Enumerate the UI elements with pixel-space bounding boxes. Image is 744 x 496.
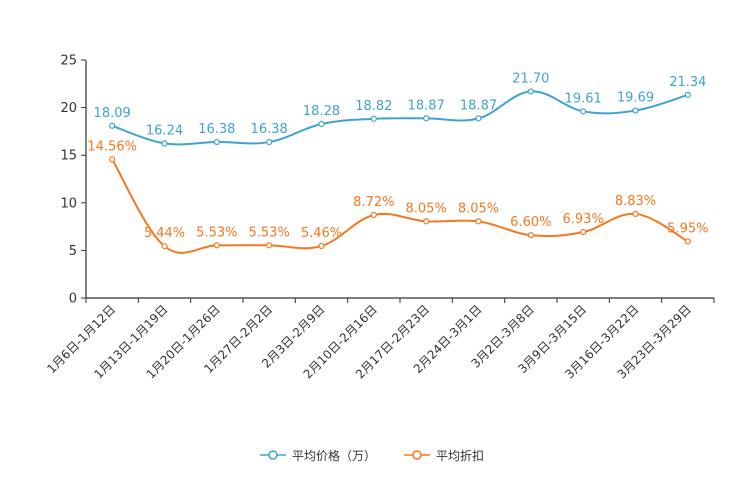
legend-label-price: 平均价格（万）	[291, 448, 376, 463]
data-point[interactable]	[213, 242, 220, 249]
series-line	[111, 90, 689, 146]
data-point[interactable]	[370, 115, 377, 122]
data-label: 8.05%	[458, 201, 499, 216]
data-label: 5.53%	[249, 225, 290, 240]
data-label: 8.83%	[615, 194, 656, 209]
data-point[interactable]	[475, 218, 482, 225]
data-point[interactable]	[109, 156, 116, 163]
y-tick-label: 5	[69, 244, 77, 259]
legend-line-circle-icon	[404, 450, 430, 460]
data-point[interactable]	[632, 210, 639, 218]
series-discount: 14.56% 5.44% 5.53% 5.53% 5.46% 8.72% 8.05% 8.05…	[87, 139, 708, 254]
data-label: 18.82	[355, 99, 392, 114]
data-point[interactable]	[370, 211, 377, 219]
data-label: 16.38	[251, 122, 288, 137]
data-point[interactable]	[684, 238, 691, 245]
legend-label-discount: 平均折扣	[436, 448, 485, 463]
data-label: 18.09	[94, 106, 131, 121]
y-tick-label: 10	[60, 196, 77, 211]
data-label: 21.70	[512, 71, 549, 86]
data-label: 6.93%	[563, 212, 604, 227]
y-tick-label: 25	[60, 54, 77, 69]
data-point[interactable]	[213, 138, 220, 146]
data-label: 6.60%	[510, 215, 551, 230]
series-price: 18.09 16.24 16.38 16.38 18.28 18.82 18.87 18.87…	[94, 71, 706, 147]
data-point[interactable]	[475, 115, 482, 122]
series-layer: 18.09 16.24 16.38 16.38 18.28 18.82 18.87 18.87…	[87, 71, 708, 254]
data-point[interactable]	[109, 122, 116, 129]
legend-line-circle-icon	[259, 450, 286, 460]
data-label: 14.56%	[87, 139, 137, 154]
data-label: 16.24	[146, 123, 183, 138]
y-tick-label: 20	[60, 101, 77, 116]
data-point[interactable]	[161, 243, 168, 250]
data-point[interactable]	[266, 242, 273, 249]
data-point[interactable]	[527, 232, 534, 239]
data-point[interactable]	[318, 242, 325, 250]
data-point[interactable]	[632, 107, 639, 114]
data-label: 5.46%	[301, 226, 342, 241]
data-label: 19.61	[565, 91, 602, 106]
line-chart: 05101520251月6日-1月12日1月13日-1月19日1月20日-1月2…	[44, 54, 715, 382]
data-point[interactable]	[161, 140, 168, 147]
data-label: 5.44%	[144, 226, 185, 241]
data-label: 18.28	[303, 104, 340, 119]
data-label: 19.69	[617, 91, 654, 106]
y-tick-label: 15	[60, 149, 77, 164]
data-point[interactable]	[423, 218, 430, 225]
data-point[interactable]	[684, 91, 691, 98]
data-point[interactable]	[527, 88, 534, 95]
y-tick-label: 0	[69, 292, 77, 307]
data-point[interactable]	[318, 120, 325, 128]
legend-item-price[interactable]: 平均价格（万）	[259, 447, 376, 464]
data-point[interactable]	[580, 228, 587, 236]
data-label: 18.87	[460, 98, 497, 113]
data-label: 8.05%	[406, 201, 447, 216]
legend-item-discount[interactable]: 平均折扣	[404, 447, 484, 464]
data-label: 21.34	[669, 75, 706, 90]
data-label: 5.95%	[667, 221, 708, 236]
data-label: 16.38	[198, 122, 235, 137]
data-label: 18.87	[408, 98, 445, 113]
data-label: 8.72%	[353, 195, 394, 210]
legend: 平均价格（万） 平均折扣	[0, 443, 744, 467]
data-point[interactable]	[266, 138, 273, 146]
data-label: 5.53%	[196, 225, 237, 240]
data-point[interactable]	[580, 108, 587, 115]
data-point[interactable]	[423, 115, 430, 122]
